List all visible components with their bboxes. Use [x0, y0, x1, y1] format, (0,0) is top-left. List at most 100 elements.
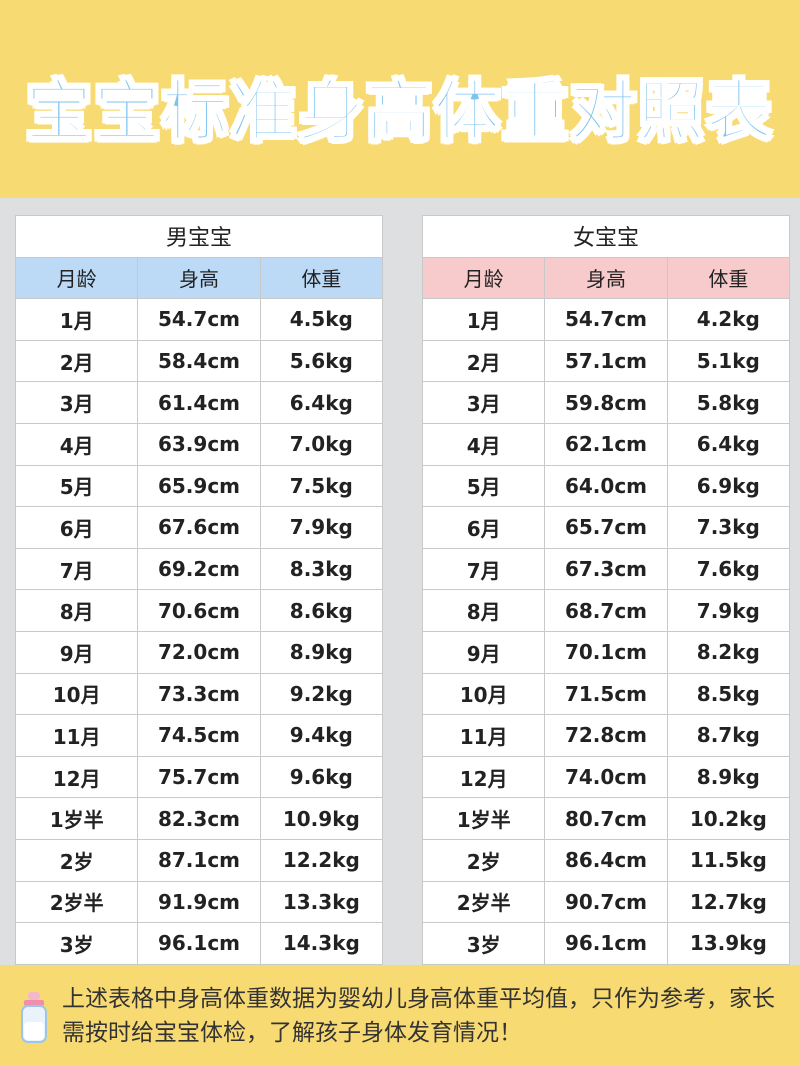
cell: 12.7kg — [666, 880, 791, 924]
cell: 80.7cm — [544, 797, 668, 840]
cell: 7.9kg — [259, 506, 384, 549]
cell: 2月 — [14, 339, 139, 383]
table-title-row: 男宝宝 — [15, 215, 383, 258]
cell: 3岁 — [14, 922, 139, 965]
cell: 54.7cm — [137, 298, 261, 341]
cell: 87.1cm — [137, 838, 261, 882]
cell: 6月 — [14, 506, 139, 549]
column-header: 体重 — [666, 256, 791, 300]
cell: 6.4kg — [259, 381, 384, 424]
cell: 91.9cm — [137, 880, 261, 924]
cell: 68.7cm — [544, 589, 668, 632]
cell: 65.9cm — [137, 464, 261, 508]
cell: 3岁 — [421, 922, 546, 965]
cell: 5月 — [421, 464, 546, 508]
cell: 65.7cm — [544, 506, 668, 549]
data-row: 11月 74.5cm 9.4kg — [14, 714, 384, 757]
cell: 9.2kg — [259, 672, 384, 716]
data-row: 4月 63.9cm 7.0kg — [14, 422, 384, 466]
cell: 4月 — [421, 422, 546, 466]
cell: 8.5kg — [666, 672, 791, 716]
cell: 6.9kg — [666, 464, 791, 508]
cell: 12月 — [421, 755, 546, 799]
data-row: 12月 75.7cm 9.6kg — [14, 755, 384, 799]
cell: 10.9kg — [259, 797, 384, 840]
table-title-row: 女宝宝 — [422, 215, 790, 258]
cell: 73.3cm — [137, 672, 261, 716]
cell: 7.3kg — [666, 506, 791, 549]
cell: 8.6kg — [259, 589, 384, 632]
cell: 3月 — [14, 381, 139, 424]
cell: 9月 — [421, 630, 546, 674]
data-row: 2月 58.4cm 5.6kg — [14, 339, 384, 383]
cell: 10月 — [421, 672, 546, 716]
boy-table: 男宝宝 月龄 身高 体重 1月 54.7cm 4.5kg 2月 58.4cm 5.6kg 3月 61.… — [14, 215, 384, 965]
data-row: 1月 54.7cm 4.2kg — [421, 298, 791, 341]
cell: 69.2cm — [137, 547, 261, 591]
cell: 7月 — [14, 547, 139, 591]
data-row: 1岁半 80.7cm 10.2kg — [421, 797, 791, 840]
cell: 12月 — [14, 755, 139, 799]
page-title: 宝宝标准身高体重对照表 — [25, 72, 774, 151]
cell: 63.9cm — [137, 422, 261, 466]
cell: 67.3cm — [544, 547, 668, 591]
cell: 11.5kg — [666, 838, 791, 882]
data-row: 7月 67.3cm 7.6kg — [421, 547, 791, 591]
data-row: 8月 68.7cm 7.9kg — [421, 589, 791, 632]
cell: 6月 — [421, 506, 546, 549]
data-row: 2岁 86.4cm 11.5kg — [421, 838, 791, 882]
data-row: 2岁半 90.7cm 12.7kg — [421, 880, 791, 924]
cell: 61.4cm — [137, 381, 261, 424]
column-header: 月龄 — [14, 256, 139, 300]
cell: 1岁半 — [14, 797, 139, 840]
data-row: 1月 54.7cm 4.5kg — [14, 298, 384, 341]
cell: 11月 — [14, 714, 139, 757]
cell: 4月 — [14, 422, 139, 466]
cell: 7.9kg — [666, 589, 791, 632]
data-row: 6月 67.6cm 7.9kg — [14, 506, 384, 549]
column-header: 月龄 — [421, 256, 546, 300]
cell: 5月 — [14, 464, 139, 508]
cell: 90.7cm — [544, 880, 668, 924]
cell: 4.2kg — [666, 298, 791, 341]
cell: 54.7cm — [544, 298, 668, 341]
data-row: 8月 70.6cm 8.6kg — [14, 589, 384, 632]
cell: 9.6kg — [259, 755, 384, 799]
cell: 2月 — [421, 339, 546, 383]
cell: 9.4kg — [259, 714, 384, 757]
cell: 2岁 — [421, 838, 546, 882]
cell: 71.5cm — [544, 672, 668, 716]
bottle-icon — [21, 992, 47, 1043]
cell: 74.0cm — [544, 755, 668, 799]
girl-table: 女宝宝 月龄 身高 体重 1月 54.7cm 4.2kg 2月 57.1cm 5.1kg 3月 59.… — [421, 215, 791, 965]
data-row: 3岁 96.1cm 13.9kg — [421, 922, 791, 965]
cell: 64.0cm — [544, 464, 668, 508]
cell: 9月 — [14, 630, 139, 674]
cell: 8.7kg — [666, 714, 791, 757]
data-row: 10月 73.3cm 9.2kg — [14, 672, 384, 716]
data-row: 6月 65.7cm 7.3kg — [421, 506, 791, 549]
cell: 7.0kg — [259, 422, 384, 466]
data-row: 3月 61.4cm 6.4kg — [14, 381, 384, 424]
cell: 1月 — [14, 298, 139, 341]
cell: 7.6kg — [666, 547, 791, 591]
cell: 10.2kg — [666, 797, 791, 840]
cell: 70.6cm — [137, 589, 261, 632]
data-row: 3岁 96.1cm 14.3kg — [14, 922, 384, 965]
cell: 2岁 — [14, 838, 139, 882]
data-row: 7月 69.2cm 8.3kg — [14, 547, 384, 591]
footer-note: 上述表格中身高体重数据为婴幼儿身高体重平均值，只作为参考，家长需按时给宝宝体检，… — [62, 986, 775, 1046]
cell: 75.7cm — [137, 755, 261, 799]
cell: 8.2kg — [666, 630, 791, 674]
cell: 96.1cm — [544, 922, 668, 965]
data-row: 2岁 87.1cm 12.2kg — [14, 838, 384, 882]
cell: 67.6cm — [137, 506, 261, 549]
cell: 58.4cm — [137, 339, 261, 383]
cell: 6.4kg — [666, 422, 791, 466]
cell: 4.5kg — [259, 298, 384, 341]
data-row: 12月 74.0cm 8.9kg — [421, 755, 791, 799]
cell: 8.9kg — [259, 630, 384, 674]
cell: 8.9kg — [666, 755, 791, 799]
header-row: 月龄 身高 体重 — [421, 256, 791, 300]
